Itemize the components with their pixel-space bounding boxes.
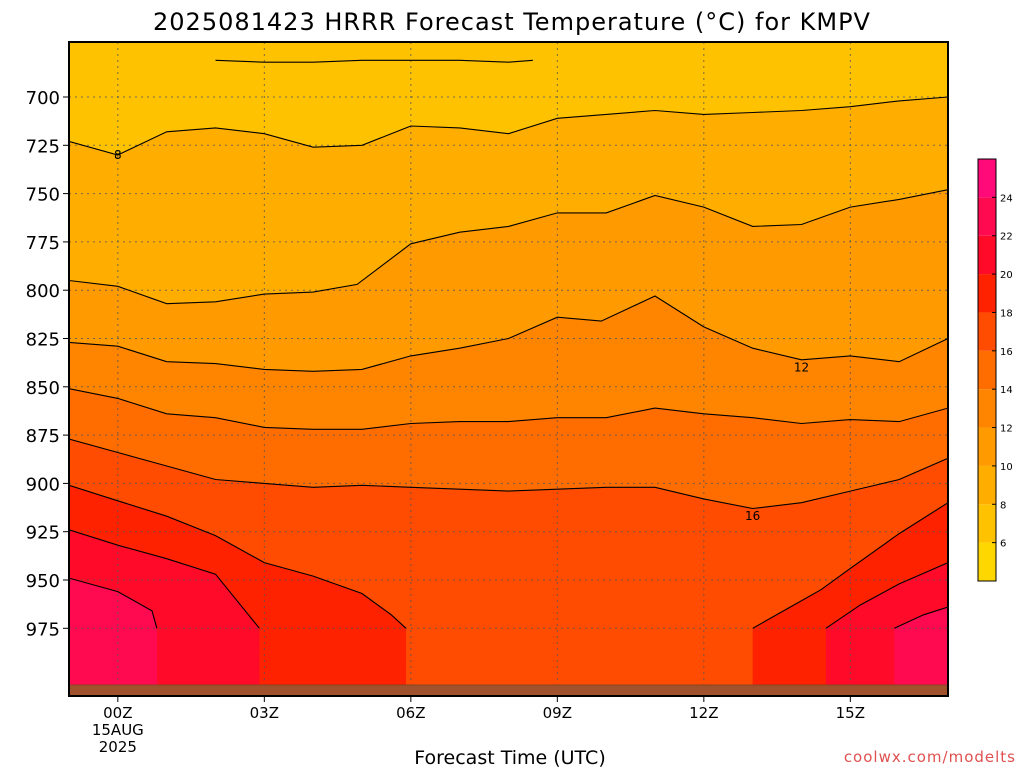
isotherm-12-3 (69, 295, 948, 372)
x-tick-12Z: 12Z (689, 704, 718, 722)
colorbar-tick-16: 16 (1000, 347, 1013, 358)
colorbar-tick-18: 18 (1000, 308, 1013, 319)
colorbar-tick-8: 8 (1000, 500, 1006, 511)
colorbar-tick-20: 20 (1000, 270, 1013, 281)
isotherm-20-9 (825, 562, 948, 629)
colorbar-swatch-18-20 (978, 274, 996, 313)
ground-surface (69, 685, 948, 696)
colorbar-tick-14: 14 (1000, 385, 1013, 396)
source-credit: coolwx.com/modelts (844, 748, 1016, 766)
y-tick-700: 700 (26, 88, 60, 109)
plot-area: 8 12 16 (68, 41, 949, 697)
plot-frame (68, 41, 949, 697)
contour-label-16: 16 (745, 509, 760, 523)
colorbar-swatch-4-6 (978, 542, 996, 581)
isotherm-22-11 (894, 606, 948, 629)
y-tick-825: 825 (26, 330, 60, 351)
y-tick-975: 975 (26, 619, 60, 640)
colorbar-swatch-22-24 (978, 197, 996, 236)
y-tick-925: 925 (26, 523, 60, 544)
isotherm-22-10 (69, 577, 158, 629)
y-tick-900: 900 (26, 474, 60, 495)
x-tick-09Z: 09Z (543, 704, 572, 722)
colorbar-swatch-20-22 (978, 235, 996, 275)
colorbar-swatch-12-14 (978, 389, 996, 428)
isotherm-8-1 (69, 96, 948, 156)
x-tick-sub-15AUG: 15AUG (92, 721, 144, 739)
isotherm-16-5 (69, 438, 948, 510)
isotherm-20-8 (69, 529, 260, 629)
isotherm-10-2 (69, 189, 948, 305)
colorbar-tick-6: 6 (1000, 539, 1006, 550)
x-tick-00Z: 00Z (103, 704, 132, 722)
y-tick-850: 850 (26, 378, 60, 399)
contour-label-8: 8 (114, 148, 122, 162)
colorbar-swatch-8-10 (978, 465, 996, 505)
colorbar-tick-10: 10 (1000, 462, 1013, 473)
colorbar-swatch-24-26 (978, 159, 996, 198)
colorbar-swatch-6-8 (978, 504, 996, 543)
colorbar-swatch-10-12 (978, 427, 996, 466)
band-above-22-11 (894, 607, 948, 696)
x-tick-06Z: 06Z (396, 704, 425, 722)
x-tick-15Z: 15Z (836, 704, 865, 722)
colorbar-tick-12: 12 (1000, 424, 1013, 435)
chart-title: 2025081423 HRRR Forecast Temperature (°C… (153, 8, 871, 36)
y-tick-725: 725 (26, 136, 60, 157)
isotherm-18-6 (69, 484, 407, 629)
x-axis-label: Forecast Time (UTC) (414, 747, 605, 768)
contour-label-12: 12 (794, 360, 809, 374)
isotherm-14-4 (69, 388, 948, 430)
y-tick-875: 875 (26, 426, 60, 447)
colorbar: 6 8 10 12 14 16 18 20 22 24 (977, 158, 1013, 582)
y-tick-950: 950 (26, 571, 60, 592)
colorbar-tick-24: 24 (1000, 193, 1013, 204)
y-tick-800: 800 (26, 281, 60, 302)
colorbar-swatch-14-16 (978, 350, 996, 390)
colorbar-frame (977, 158, 997, 582)
x-tick-sub-2025: 2025 (99, 738, 137, 756)
colorbar-tick-22: 22 (1000, 232, 1013, 243)
x-tick-03Z: 03Z (250, 704, 279, 722)
y-tick-750: 750 (26, 185, 60, 206)
colorbar-swatch-16-18 (978, 312, 996, 351)
y-tick-775: 775 (26, 233, 60, 254)
band-above-22-10 (69, 578, 157, 696)
isotherm-6-0 (215, 59, 533, 63)
y-axis: 700 725 750 775 800 825 850 875 900 925 950 975 (26, 88, 69, 640)
isotherm-18-7 (752, 502, 948, 629)
